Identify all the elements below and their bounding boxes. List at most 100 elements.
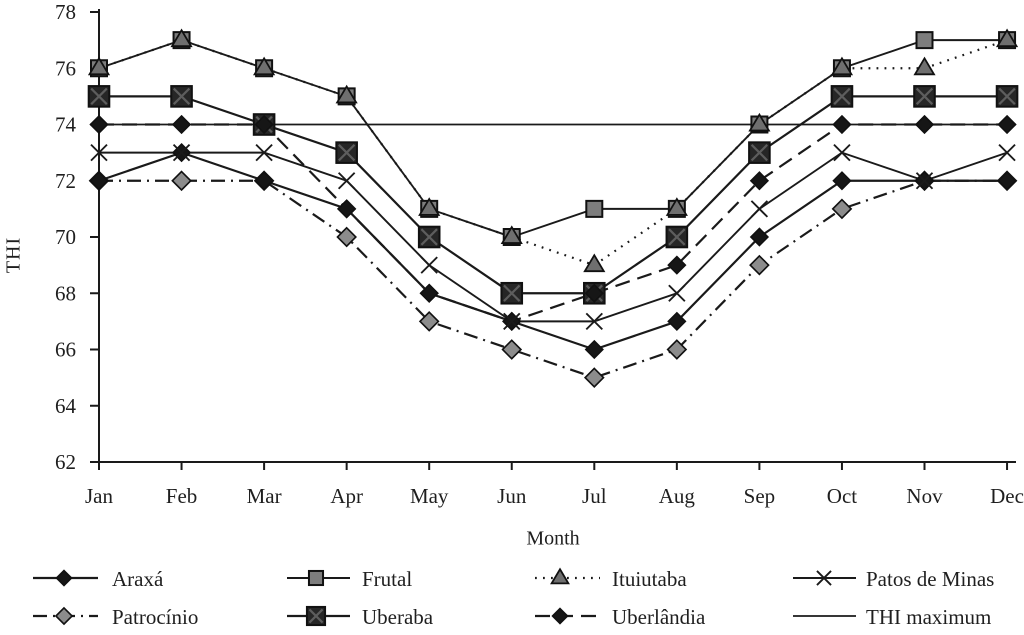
data-point-marker	[55, 569, 73, 587]
x-tick-label: Jan	[85, 484, 113, 508]
data-point-marker	[831, 198, 853, 220]
x-tick-label: Jun	[497, 484, 527, 508]
series-path	[99, 123, 1008, 323]
data-point-marker	[253, 56, 276, 76]
marker-cross-line	[308, 608, 324, 624]
marker-cross-line	[915, 87, 934, 105]
legend-label: Ituiutaba	[612, 567, 687, 591]
legend-label: Uberaba	[362, 605, 434, 629]
x-tick-label: Aug	[659, 484, 696, 508]
y-tick-label: 66	[55, 338, 76, 362]
data-point-marker	[667, 255, 687, 275]
x-tick-label: Mar	[247, 484, 282, 508]
data-point-marker	[749, 254, 770, 276]
series-path	[98, 39, 1008, 239]
data-point-marker	[832, 171, 852, 191]
data-point-marker	[997, 171, 1017, 191]
data-point-marker	[832, 114, 852, 135]
y-tick-label: 68	[55, 281, 76, 305]
series-markers-patrocinio	[88, 170, 1018, 388]
y-tick-label: 62	[55, 450, 76, 474]
data-point-marker	[337, 199, 357, 219]
marker-cross-line	[503, 284, 521, 302]
marker-cross-line	[420, 228, 438, 246]
y-axis-title: THI	[2, 236, 25, 274]
series-path	[99, 179, 1008, 379]
data-point-marker	[830, 56, 854, 76]
series-markers-ituiutaba	[87, 28, 1019, 273]
data-point-marker	[750, 200, 769, 218]
data-point-marker	[420, 256, 438, 274]
marker-cross-line	[750, 144, 768, 162]
marker-cross-line	[833, 87, 851, 105]
data-point-marker	[668, 284, 686, 302]
x-tick-label: Nov	[906, 484, 943, 508]
data-point-marker	[585, 312, 603, 331]
series-markers-araxa	[89, 142, 1017, 360]
data-point-marker	[583, 253, 606, 273]
data-point-marker	[503, 312, 521, 331]
y-tick-label: 76	[55, 56, 76, 80]
series-line-patrocinio	[99, 179, 1008, 379]
data-point-marker	[816, 570, 832, 586]
data-point-marker	[584, 283, 604, 303]
data-point-marker	[914, 114, 935, 135]
data-point-marker	[89, 171, 109, 191]
y-tick-label: 64	[55, 394, 77, 418]
data-point-marker	[667, 311, 687, 332]
y-tick-label: 78	[55, 0, 76, 24]
data-point-marker	[749, 171, 770, 191]
legend-label: Patos de Minas	[866, 567, 994, 591]
series-line-frutal	[98, 39, 1008, 239]
data-point-marker	[915, 31, 934, 50]
legend-item-patrocinio: Patrocínio	[33, 605, 198, 629]
x-tick-label: Sep	[744, 484, 776, 508]
legend-item-thi-maximum: THI maximum	[793, 605, 991, 629]
legend-item-uberlandia: Uberlândia	[535, 605, 706, 629]
series-line-uberaba	[99, 95, 1008, 295]
data-point-marker	[551, 607, 569, 625]
x-tick-label: Jul	[582, 484, 607, 508]
series-markers-patos-de-minas	[90, 143, 1016, 331]
data-point-marker	[997, 114, 1017, 135]
data-point-marker	[583, 367, 605, 388]
legend-item-frutal: Frutal	[287, 567, 412, 591]
data-point-marker	[418, 311, 440, 332]
data-point-marker	[54, 606, 74, 626]
data-point-marker	[748, 112, 771, 132]
x-tick-label: Feb	[166, 484, 198, 508]
data-point-marker	[90, 143, 108, 162]
data-point-marker	[998, 143, 1016, 162]
data-point-marker	[995, 28, 1019, 48]
x-tick-label: May	[410, 484, 449, 508]
data-point-marker	[170, 28, 193, 48]
series-line-araxa	[98, 151, 1008, 351]
data-point-marker	[913, 56, 936, 76]
series-markers-uberaba	[87, 85, 1019, 305]
data-point-marker	[171, 114, 192, 135]
data-point-marker	[501, 339, 523, 360]
data-point-marker	[335, 84, 358, 104]
data-point-marker	[87, 56, 111, 76]
data-point-marker	[254, 114, 274, 135]
axes: 62 64 66 68 70 72 74 76 78 Jan Feb Mar Apr May Jun Jul A…	[55, 0, 1024, 508]
marker-cross-line	[668, 228, 686, 246]
data-point-marker	[171, 170, 192, 192]
legend-item-uberaba: Uberaba	[287, 605, 434, 629]
legend-item-patos-de-minas: Patos de Minas	[793, 567, 994, 591]
data-point-marker	[749, 227, 770, 247]
marker-cross-line	[172, 87, 191, 105]
marker-cross-line	[90, 87, 108, 105]
x-tick-label: Dec	[990, 484, 1024, 508]
data-point-marker	[418, 197, 441, 216]
x-tick-label: Apr	[330, 484, 363, 508]
marker-cross-line	[998, 87, 1016, 105]
series-line-patos-de-minas	[99, 151, 1008, 323]
series-markers-frutal	[90, 31, 1017, 246]
data-point-marker	[500, 225, 523, 244]
legend-item-ituiutaba: Ituiutaba	[535, 567, 687, 591]
y-tick-label: 74	[55, 113, 77, 137]
x-tick-label: Oct	[827, 484, 857, 508]
y-tick-label: 70	[55, 225, 76, 249]
